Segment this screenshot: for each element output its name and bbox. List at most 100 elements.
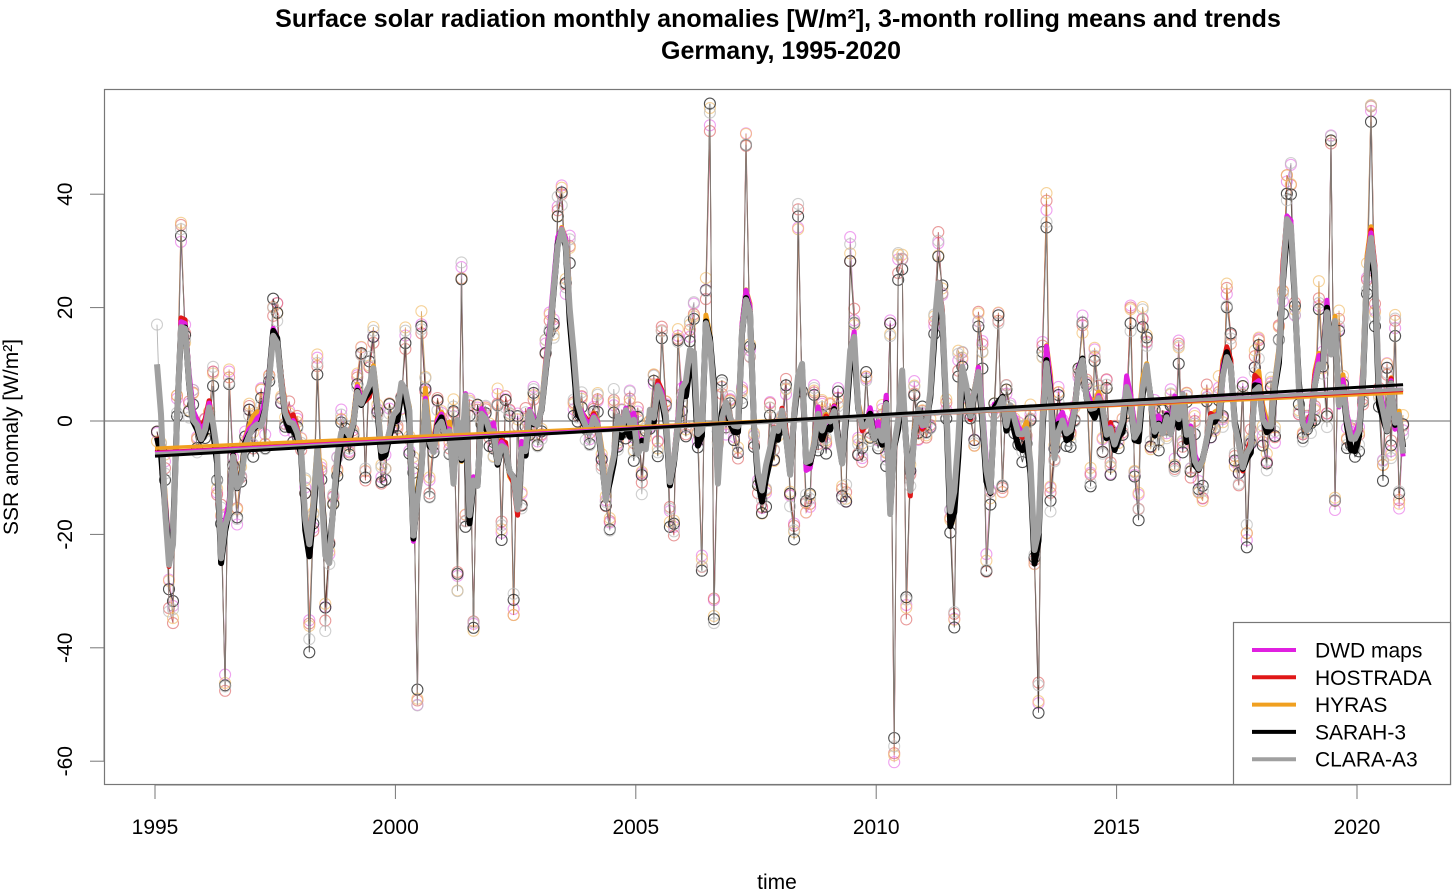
data-point [948, 621, 961, 634]
data-point [976, 345, 989, 358]
data-point [499, 393, 512, 407]
data-point [703, 106, 716, 119]
data-point [900, 593, 913, 606]
x-tick-label: 2015 [1093, 816, 1140, 839]
data-point [1385, 452, 1398, 465]
data-point [555, 186, 568, 199]
data-point [271, 314, 284, 328]
data-point [1088, 349, 1101, 362]
data-point [932, 226, 945, 239]
data-point [856, 455, 869, 468]
data-point [174, 223, 188, 236]
data-point [1124, 303, 1137, 316]
data-point [1220, 277, 1233, 290]
legend-item-hostrada: HOSTRADA [1252, 667, 1432, 690]
y-tick-label: 40 [54, 183, 77, 206]
data-point [383, 398, 396, 411]
data-point [840, 478, 853, 491]
data-point [1192, 485, 1205, 498]
data-point [667, 525, 680, 538]
data-point [1200, 378, 1213, 391]
y-tick-label: -20 [54, 519, 77, 549]
data-point [223, 363, 236, 376]
data-point [1032, 679, 1045, 692]
data-point [888, 756, 901, 769]
data-point [271, 297, 284, 310]
data-point [527, 383, 540, 396]
data-point [1176, 446, 1189, 459]
y-axis-label: SSR anomaly [W/m²] [0, 339, 23, 535]
data-point [1236, 380, 1249, 393]
data-point [892, 247, 905, 260]
x-tick-label: 1995 [132, 816, 179, 839]
y-tick-label: 0 [54, 415, 77, 427]
data-point [379, 462, 392, 475]
data-point [1232, 477, 1245, 490]
data-point [1376, 454, 1390, 468]
data-point [1252, 331, 1265, 344]
x-axis-label: time [757, 871, 797, 894]
data-point [1184, 471, 1197, 484]
data-point [431, 394, 444, 407]
data-point [779, 382, 793, 395]
data-point [972, 315, 985, 328]
data-point [792, 197, 805, 210]
data-point [1224, 332, 1237, 345]
data-point [860, 374, 873, 387]
data-point [900, 613, 913, 626]
data-point [788, 523, 801, 537]
data-point [1152, 436, 1165, 449]
legend-label: HOSTRADA [1315, 667, 1432, 690]
data-point [1076, 315, 1089, 329]
data-point [1216, 420, 1229, 433]
data-point [860, 366, 873, 379]
data-point [219, 680, 232, 693]
data-point [1188, 417, 1201, 430]
data-point [491, 382, 504, 395]
data-point [888, 749, 901, 762]
data-point [419, 372, 432, 385]
data-point [166, 603, 180, 616]
data-point [908, 380, 921, 393]
data-point [511, 410, 524, 423]
data-point [1320, 421, 1334, 434]
data-point [607, 406, 620, 419]
data-point [707, 617, 720, 630]
data-point [1124, 317, 1137, 330]
data-layer [104, 97, 1451, 769]
data-point [495, 533, 508, 547]
data-point [319, 624, 332, 638]
data-point [788, 533, 801, 546]
data-point [1000, 379, 1013, 392]
data-point [1172, 339, 1185, 352]
data-point [852, 438, 865, 451]
data-point [467, 616, 480, 629]
data-point [635, 469, 648, 482]
data-point [363, 350, 376, 363]
data-point [647, 369, 660, 382]
y-tick-label: -60 [54, 746, 77, 776]
data-point [1240, 518, 1253, 531]
data-point [784, 500, 797, 513]
data-point [507, 587, 520, 600]
data-point [231, 512, 244, 526]
legend-item-hyras: HYRAS [1252, 694, 1387, 717]
data-point [671, 335, 684, 349]
data-point [836, 493, 849, 506]
trend-line-sarah-3 [154, 383, 1404, 458]
data-point [1076, 309, 1089, 322]
data-point [503, 407, 516, 420]
legend-item-dwd-maps: DWD maps [1252, 640, 1422, 663]
data-point [856, 449, 869, 462]
data-point [1380, 366, 1394, 379]
legend: DWD maps HOSTRADA HYRAS SARAH-3 CLARA-A3 [1232, 621, 1452, 786]
data-point [1132, 503, 1145, 516]
data-point [808, 381, 821, 395]
data-point [1393, 485, 1406, 498]
rolling-mean-hostrada [154, 214, 1406, 569]
data-point [992, 317, 1005, 330]
x-tick-label: 2000 [372, 816, 419, 839]
data-point [355, 349, 368, 362]
data-point [303, 646, 316, 659]
data-point [1104, 468, 1117, 481]
